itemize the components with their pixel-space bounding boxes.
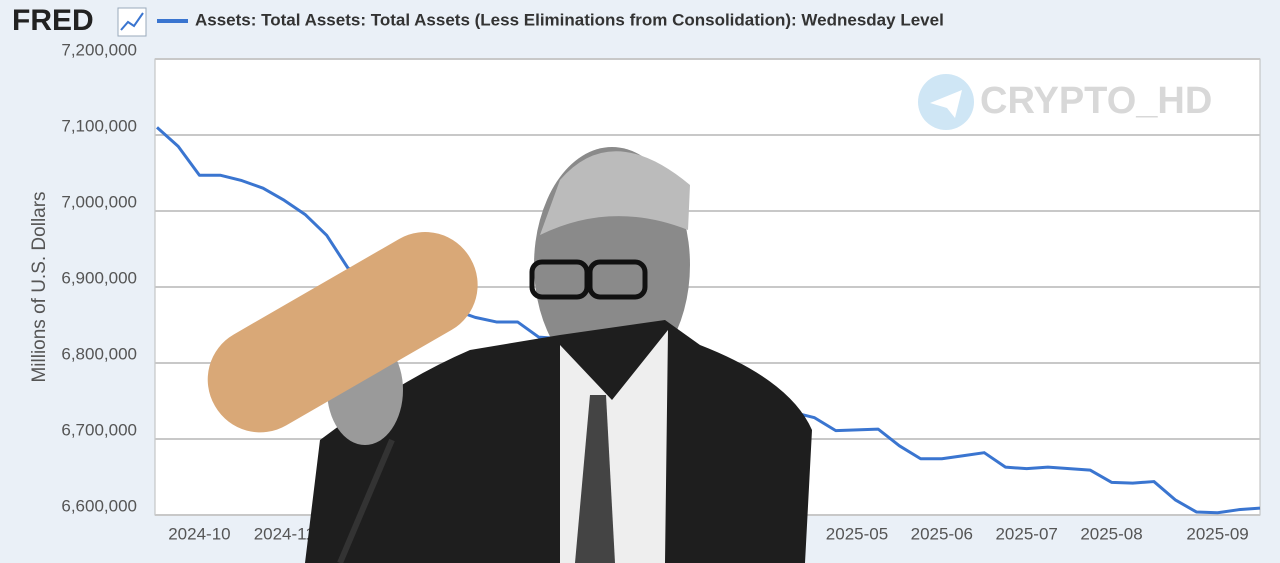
x-tick-label: 2024-10 xyxy=(168,524,230,543)
y-tick-label: 6,800,000 xyxy=(61,344,137,363)
y-tick-label: 6,600,000 xyxy=(61,496,137,515)
logo-icon xyxy=(117,7,147,37)
x-tick-label: 2025-09 xyxy=(1186,524,1248,543)
watermark-group: CRYPTO_HD xyxy=(918,74,1212,130)
legend-label: Assets: Total Assets: Total Assets (Less… xyxy=(195,10,944,29)
logo: FRED xyxy=(12,4,94,37)
x-tick-label: 2025-06 xyxy=(911,524,973,543)
watermark: CRYPTO_HD xyxy=(980,80,1212,122)
watermark-icon-plane xyxy=(930,90,962,118)
y-tick-label: 6,700,000 xyxy=(61,420,137,439)
x-tick-label: 2025-07 xyxy=(995,524,1057,543)
x-tick-label: 2025-05 xyxy=(826,524,888,543)
y-axis-label: Millions of U.S. Dollars xyxy=(29,191,50,382)
photo-overlay xyxy=(207,147,812,563)
x-tick-label: 2025-08 xyxy=(1080,524,1142,543)
y-tick-label: 7,100,000 xyxy=(61,116,137,135)
y-tick-label: 7,200,000 xyxy=(61,40,137,59)
y-tick-label: 7,000,000 xyxy=(61,192,137,211)
y-tick-label: 6,900,000 xyxy=(61,268,137,287)
x-tick-label: 2024-11 xyxy=(254,524,315,543)
